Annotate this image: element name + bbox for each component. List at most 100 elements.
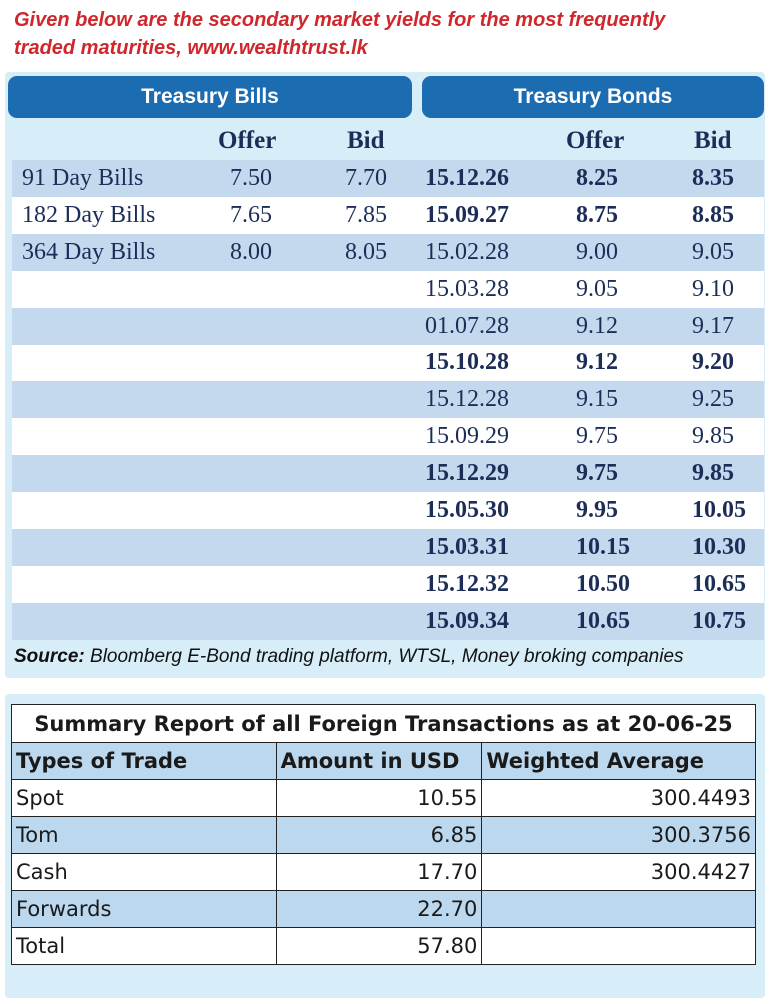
- treasury-bonds-header: Treasury Bonds: [422, 76, 764, 118]
- bond-maturity: 15.09.27: [425, 201, 509, 228]
- table-row: Total 57.80: [11, 927, 756, 965]
- bond-bid: 9.10: [692, 275, 734, 302]
- trade-type: Cash: [11, 853, 277, 891]
- bond-offer: 9.05: [576, 275, 618, 302]
- source-text: Bloomberg E-Bond trading platform, WTSL,…: [84, 646, 684, 667]
- source-note: Source: Bloomberg E-Bond trading platfor…: [14, 646, 759, 668]
- bond-offer: 9.15: [576, 386, 618, 413]
- table-row: 15.12.32 10.50 10.65: [12, 565, 764, 603]
- bond-maturity: 15.09.29: [425, 423, 509, 450]
- trade-weighted-average: [481, 890, 756, 928]
- bills-bid-heading: Bid: [347, 127, 385, 154]
- bond-maturity: 15.05.30: [425, 497, 509, 524]
- table-row: 15.12.29 9.75 9.85: [12, 455, 764, 493]
- bills-offer-heading: Offer: [218, 127, 277, 154]
- trade-type: Total: [11, 927, 277, 965]
- table-row: Spot 10.55 300.4493: [11, 779, 756, 817]
- bond-offer: 9.12: [576, 349, 618, 376]
- bond-maturity: 15.03.28: [425, 275, 509, 302]
- bond-bid: 9.20: [692, 349, 734, 376]
- table-row: Forwards 22.70: [11, 890, 756, 928]
- foreign-transactions-table: Summary Report of all Foreign Transactio…: [11, 704, 756, 965]
- bond-offer: 9.95: [576, 497, 618, 524]
- bond-bid: 10.75: [692, 607, 746, 634]
- bond-bid: 9.85: [692, 460, 734, 487]
- bond-offer: 8.75: [576, 201, 618, 228]
- bond-maturity: 15.10.28: [425, 349, 509, 376]
- bond-maturity: 15.12.32: [425, 570, 509, 597]
- bill-offer: 7.50: [230, 164, 272, 191]
- bond-bid: 8.35: [692, 164, 734, 191]
- bonds-offer-heading: Offer: [566, 127, 625, 154]
- table-row: 15.09.29 9.75 9.85: [12, 418, 764, 456]
- bond-offer: 8.25: [576, 164, 618, 191]
- bond-offer: 10.65: [576, 607, 630, 634]
- bill-bid: 7.85: [345, 201, 387, 228]
- summary-header-row: Types of Trade Amount in USD Weighted Av…: [11, 742, 756, 780]
- summary-title: Summary Report of all Foreign Transactio…: [11, 704, 756, 743]
- bond-offer: 9.12: [576, 312, 618, 339]
- bond-bid: 9.85: [692, 423, 734, 450]
- bond-bid: 9.25: [692, 386, 734, 413]
- bill-bid: 7.70: [345, 164, 387, 191]
- bond-bid: 10.65: [692, 570, 746, 597]
- amount-heading: Amount in USD: [275, 742, 483, 780]
- table-row: 15.12.28 9.15 9.25: [12, 381, 764, 419]
- weighted-average-heading: Weighted Average: [481, 742, 756, 780]
- table-row: 364 Day Bills 8.00 8.05 15.02.28 9.00 9.…: [12, 233, 764, 271]
- bill-bid: 8.05: [345, 238, 387, 265]
- bill-offer: 8.00: [230, 238, 272, 265]
- trade-type: Spot: [11, 779, 277, 817]
- bond-maturity: 15.12.28: [425, 386, 509, 413]
- bill-name: 91 Day Bills: [22, 164, 144, 191]
- bond-maturity: 01.07.28: [425, 312, 509, 339]
- bond-maturity: 15.02.28: [425, 238, 509, 265]
- source-label: Source:: [14, 646, 85, 667]
- trade-weighted-average: 300.3756: [481, 816, 756, 854]
- bill-name: 364 Day Bills: [22, 238, 156, 265]
- bond-maturity: 15.12.26: [425, 164, 509, 191]
- table-row: Tom 6.85 300.3756: [11, 816, 756, 854]
- bond-bid: 8.85: [692, 201, 734, 228]
- table-row: 15.03.28 9.05 9.10: [12, 270, 764, 308]
- bonds-bid-heading: Bid: [694, 127, 732, 154]
- bill-offer: 7.65: [230, 201, 272, 228]
- table-row: 91 Day Bills 7.50 7.70 15.12.26 8.25 8.3…: [12, 160, 764, 197]
- bond-offer: 10.50: [576, 570, 630, 597]
- trade-weighted-average: 300.4427: [481, 853, 756, 891]
- bill-name: 182 Day Bills: [22, 201, 156, 228]
- trade-amount: 17.70: [275, 853, 483, 891]
- table-row: 15.05.30 9.95 10.05: [12, 492, 764, 530]
- treasury-bills-header: Treasury Bills: [8, 76, 412, 118]
- trade-type: Tom: [11, 816, 277, 854]
- bond-offer: 9.00: [576, 238, 618, 265]
- table-row: 15.09.34 10.65 10.75: [12, 602, 764, 640]
- table-row: 01.07.28 9.12 9.17: [12, 307, 764, 345]
- table-row: 15.10.28 9.12 9.20: [12, 344, 764, 382]
- trade-amount: 57.80: [275, 927, 483, 965]
- bond-bid: 10.05: [692, 497, 746, 524]
- bond-offer: 9.75: [576, 423, 618, 450]
- bond-maturity: 15.09.34: [425, 607, 509, 634]
- intro-line-1: Given below are the secondary market yie…: [14, 9, 666, 31]
- trade-weighted-average: [481, 927, 756, 965]
- bond-maturity: 15.03.31: [425, 534, 509, 561]
- table-row: Cash 17.70 300.4427: [11, 853, 756, 891]
- yields-table: 91 Day Bills 7.50 7.70 15.12.26 8.25 8.3…: [12, 160, 764, 640]
- bond-bid: 9.17: [692, 312, 734, 339]
- bond-offer: 10.15: [576, 534, 630, 561]
- types-of-trade-heading: Types of Trade: [11, 742, 277, 780]
- table-row: 15.03.31 10.15 10.30: [12, 529, 764, 566]
- table-row: 182 Day Bills 7.65 7.85 15.09.27 8.75 8.…: [12, 196, 764, 234]
- bond-bid: 9.05: [692, 238, 734, 265]
- trade-amount: 6.85: [275, 816, 483, 854]
- bond-offer: 9.75: [576, 460, 618, 487]
- intro-text: Given below are the secondary market yie…: [14, 6, 754, 62]
- trade-amount: 22.70: [275, 890, 483, 928]
- bond-maturity: 15.12.29: [425, 460, 509, 487]
- trade-amount: 10.55: [275, 779, 483, 817]
- intro-line-2: traded maturities, www.wealthtrust.lk: [14, 37, 368, 59]
- trade-type: Forwards: [11, 890, 277, 928]
- bond-bid: 10.30: [692, 534, 746, 561]
- trade-weighted-average: 300.4493: [481, 779, 756, 817]
